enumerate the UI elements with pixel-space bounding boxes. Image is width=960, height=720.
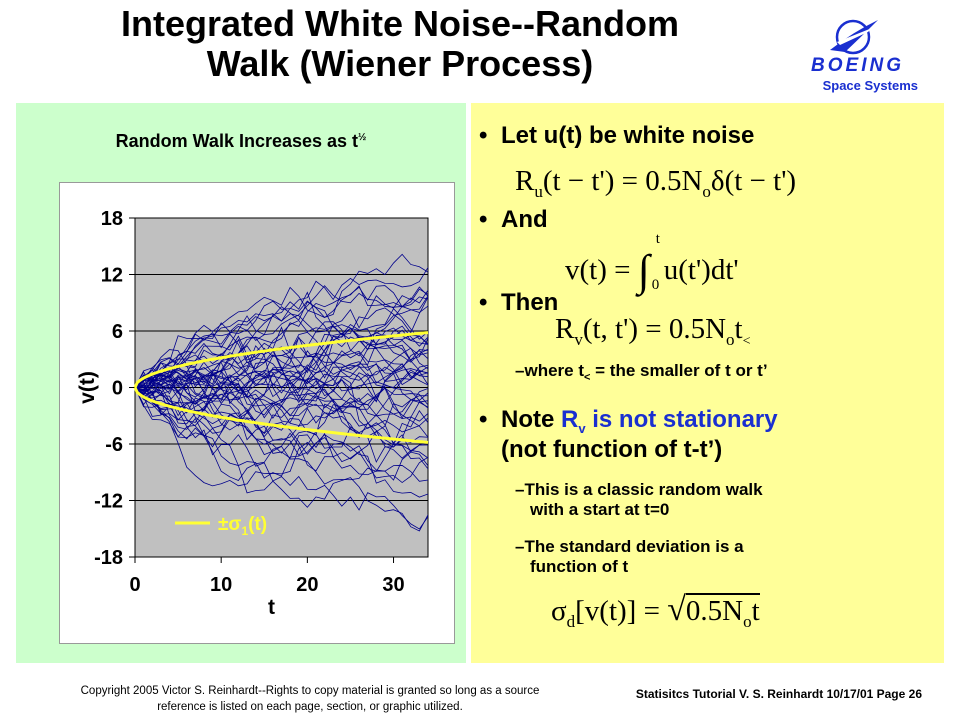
bullet-text: Then — [501, 289, 559, 316]
random-walk-line — [135, 387, 428, 434]
random-walk-line — [135, 338, 428, 388]
subbullet-classic: –This is a classic random walk with a st… — [515, 480, 763, 519]
chart-frame: 18 12 6 0 -6 -12 -18 0 10 20 30 ±σ1(t) t v(t) — [59, 182, 455, 644]
equation-v: v(t) = ∫ t 0 u(t')dt' — [565, 231, 739, 295]
random-walk-line — [135, 387, 428, 470]
random-walk-line — [135, 387, 428, 487]
y-tick-label: 12 — [101, 265, 123, 287]
random-walk-line — [135, 253, 428, 390]
equation-sigma: σd[v(t)] = √0.5Not — [551, 591, 760, 631]
random-walk-line — [135, 350, 428, 395]
page-footer: Statisitcs Tutorial V. S. Reinhardt 10/1… — [635, 687, 922, 701]
random-walk-line — [135, 267, 428, 396]
chart-title: Random Walk Increases as t½ — [16, 131, 466, 152]
random-walk-line — [135, 354, 428, 416]
x-axis-label: t — [268, 596, 275, 619]
bullet-then: • Then — [479, 288, 558, 318]
title-line-2: Walk (Wiener Process) — [206, 43, 594, 84]
bullet-note-line2: (not function of t-t’) — [501, 436, 723, 463]
bullet-note: • Note Rv is not stationary — [479, 406, 778, 436]
bullet-white-noise: • Let u(t) be white noise — [479, 121, 754, 151]
copyright-line-2: reference is listed on each page, sectio… — [157, 701, 463, 713]
random-walk-chart: 18 12 6 0 -6 -12 -18 0 10 20 30 ±σ1(t) t v(t) — [76, 208, 429, 619]
random-walk-line — [135, 336, 428, 388]
logo-wordmark: BOEING — [811, 55, 904, 76]
random-walk-line — [135, 387, 428, 530]
y-tick-label: 18 — [101, 208, 123, 230]
title-line-1: Integrated White Noise--Random — [120, 3, 680, 44]
boeing-logo: BOEING Space Systems — [790, 12, 920, 93]
sigma-lower-line — [133, 386, 429, 444]
bullet-dot-icon: • — [479, 406, 488, 433]
random-walk-line — [135, 378, 428, 448]
random-walk-line — [135, 335, 428, 407]
logo-subtext: Space Systems — [822, 78, 918, 93]
random-walk-line — [135, 387, 428, 454]
x-tick-label: 10 — [210, 574, 232, 596]
random-walk-line — [135, 384, 428, 498]
bullet-text: Let u(t) be white noise — [501, 122, 755, 149]
x-tick-label: 0 — [129, 574, 140, 596]
x-tick-label: 30 — [382, 574, 404, 596]
random-walk-line — [135, 366, 428, 463]
random-walk-line — [135, 331, 428, 400]
bullet-dot-icon: • — [479, 206, 488, 233]
random-walk-line — [135, 387, 428, 532]
chart-title-text: Random Walk Increases as t — [115, 131, 359, 151]
bullet-text: And — [501, 206, 548, 233]
x-tick-label: 20 — [296, 574, 318, 596]
y-tick-label: -12 — [94, 491, 123, 513]
copyright-line-1: Copyright 2005 Victor S. Reinhardt--Righ… — [80, 685, 540, 697]
bullet-dot-icon: • — [479, 289, 488, 316]
content-panel: • Let u(t) be white noise Ru(t − t') = 0.… — [471, 103, 944, 663]
y-tick-label: -18 — [94, 547, 123, 569]
equation-ru: Ru(t − t') = 0.5Noδ(t − t') — [515, 165, 797, 201]
sigma-upper-line — [133, 331, 429, 389]
y-tick-label: 0 — [112, 378, 123, 400]
chart-title-superscript: ½ — [358, 132, 367, 143]
slide-title: Integrated White Noise--Random Walk (Wie… — [20, 4, 780, 84]
random-walk-line — [135, 352, 428, 403]
equation-rv: Rv(t, t') = 0.5Not< — [555, 313, 751, 349]
subbullet-where: –where t< = the smaller of t or t’ — [515, 361, 768, 384]
random-walk-line — [135, 383, 428, 449]
bullet-dot-icon: • — [479, 122, 488, 149]
y-tick-label: -6 — [105, 434, 123, 456]
y-tick-label: 6 — [112, 321, 123, 343]
chart-panel: Random Walk Increases as t½ 18 12 6 0 -6 -12 -… — [16, 103, 466, 663]
random-walk-line — [135, 285, 428, 393]
subbullet-stddev: –The standard deviation is a function of… — [515, 537, 744, 576]
bullet-and: • And — [479, 205, 548, 235]
boeing-totem-icon — [830, 19, 878, 55]
random-walk-line — [135, 288, 428, 421]
y-axis-label: v(t) — [76, 371, 99, 404]
copyright-footer: Copyright 2005 Victor S. Reinhardt--Righ… — [20, 683, 600, 715]
legend-label: ±σ1(t) — [218, 514, 267, 538]
random-walk-line — [135, 350, 428, 419]
